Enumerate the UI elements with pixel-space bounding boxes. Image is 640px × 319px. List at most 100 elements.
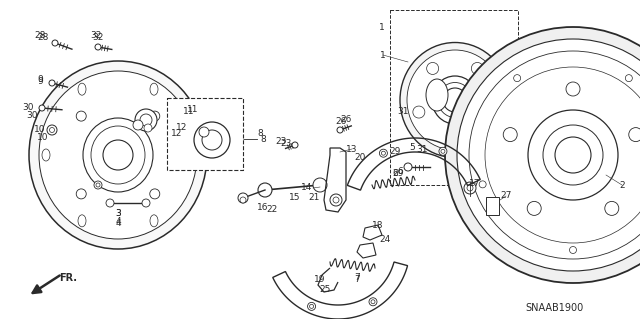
Text: 11: 11: [188, 106, 199, 115]
Text: 31: 31: [416, 145, 428, 154]
Circle shape: [570, 247, 577, 254]
Text: 1: 1: [380, 50, 386, 60]
Circle shape: [566, 82, 580, 96]
Circle shape: [333, 197, 339, 203]
Ellipse shape: [42, 149, 50, 161]
Bar: [390, 10, 518, 185]
Circle shape: [485, 106, 497, 118]
Text: 23: 23: [280, 138, 292, 147]
Circle shape: [330, 194, 342, 206]
Bar: [167, 98, 243, 170]
Circle shape: [240, 197, 246, 203]
Circle shape: [479, 181, 486, 188]
Circle shape: [258, 183, 272, 197]
Ellipse shape: [83, 118, 153, 192]
Text: 13: 13: [346, 145, 358, 153]
Circle shape: [543, 125, 603, 185]
Text: 18: 18: [372, 220, 384, 229]
Circle shape: [313, 178, 327, 192]
Ellipse shape: [432, 76, 478, 124]
Circle shape: [199, 127, 209, 137]
Circle shape: [605, 201, 619, 215]
Circle shape: [94, 181, 102, 189]
Circle shape: [527, 201, 541, 215]
Circle shape: [144, 124, 152, 132]
Ellipse shape: [91, 126, 145, 184]
Circle shape: [528, 110, 618, 200]
Text: 19: 19: [314, 276, 326, 285]
Circle shape: [47, 125, 57, 135]
Circle shape: [310, 304, 314, 308]
Circle shape: [413, 106, 425, 118]
Text: 21: 21: [308, 194, 320, 203]
Circle shape: [96, 183, 100, 187]
Text: 17: 17: [469, 179, 481, 188]
Circle shape: [150, 111, 160, 121]
Circle shape: [381, 151, 385, 155]
Ellipse shape: [407, 50, 503, 150]
Text: 26: 26: [340, 115, 352, 124]
Bar: [486, 197, 499, 215]
Ellipse shape: [78, 215, 86, 227]
Text: 12: 12: [176, 123, 188, 132]
Circle shape: [555, 137, 591, 173]
Text: 8: 8: [260, 135, 266, 144]
Circle shape: [443, 88, 467, 112]
Text: 10: 10: [35, 125, 45, 135]
Circle shape: [135, 109, 157, 131]
Text: 29: 29: [392, 168, 404, 177]
Text: 32: 32: [92, 33, 104, 42]
Circle shape: [369, 298, 377, 306]
Circle shape: [140, 114, 152, 126]
Ellipse shape: [186, 149, 194, 161]
Text: 25: 25: [319, 286, 331, 294]
Circle shape: [202, 130, 222, 150]
Text: 7: 7: [354, 273, 360, 283]
Ellipse shape: [150, 215, 158, 227]
Circle shape: [49, 128, 54, 132]
Text: 6: 6: [392, 168, 398, 177]
Circle shape: [142, 199, 150, 207]
Circle shape: [467, 185, 473, 191]
Text: 4: 4: [115, 218, 121, 226]
Text: 11: 11: [183, 108, 195, 116]
Text: 14: 14: [301, 183, 313, 192]
Circle shape: [445, 27, 640, 283]
Circle shape: [464, 182, 476, 194]
Ellipse shape: [29, 61, 207, 249]
Text: 28: 28: [35, 32, 45, 41]
Circle shape: [133, 120, 143, 130]
Text: 28: 28: [37, 33, 49, 42]
Circle shape: [404, 163, 412, 171]
Circle shape: [49, 80, 55, 86]
Circle shape: [625, 75, 632, 82]
Text: 8: 8: [257, 129, 263, 137]
Text: 32: 32: [90, 32, 102, 41]
Text: 15: 15: [289, 194, 301, 203]
Circle shape: [380, 149, 387, 157]
Circle shape: [628, 128, 640, 142]
Text: SNAAB1900: SNAAB1900: [526, 303, 584, 313]
Text: 4: 4: [115, 219, 121, 227]
Circle shape: [439, 147, 447, 155]
Circle shape: [95, 44, 101, 50]
Circle shape: [427, 63, 438, 74]
Text: 9: 9: [37, 78, 43, 86]
Ellipse shape: [400, 42, 510, 158]
Text: 29: 29: [389, 147, 401, 157]
Text: 10: 10: [37, 133, 49, 143]
Circle shape: [514, 75, 521, 82]
Text: 9: 9: [37, 76, 43, 85]
Circle shape: [106, 199, 114, 207]
Text: 23: 23: [275, 137, 287, 145]
Circle shape: [182, 117, 188, 123]
Text: 3: 3: [115, 209, 121, 218]
Circle shape: [449, 133, 461, 145]
Text: 1: 1: [379, 24, 385, 33]
Ellipse shape: [150, 83, 158, 95]
Text: FR.: FR.: [59, 273, 77, 283]
Text: 24: 24: [380, 235, 390, 244]
Text: 5: 5: [409, 144, 415, 152]
Circle shape: [76, 111, 86, 121]
Ellipse shape: [78, 83, 86, 95]
